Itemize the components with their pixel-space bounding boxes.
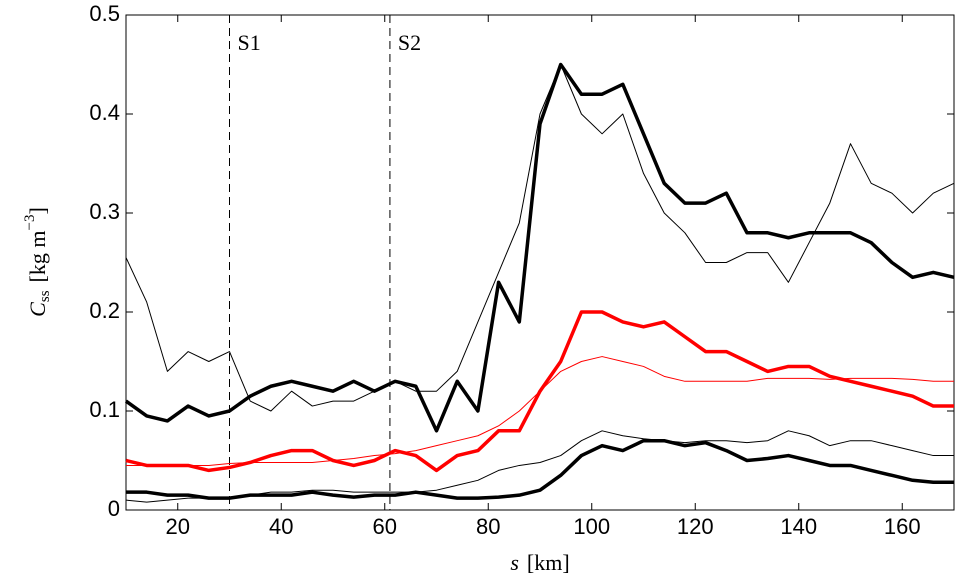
x-tick-label: 40 xyxy=(269,514,293,539)
x-axis-label: s [km] xyxy=(510,550,569,575)
x-tick-label: 160 xyxy=(884,514,921,539)
annotation-label: S1 xyxy=(238,30,261,55)
y-tick-label: 0 xyxy=(108,496,120,521)
x-tick-label: 60 xyxy=(373,514,397,539)
series-line xyxy=(126,438,954,500)
y-label-unit: [kg m xyxy=(25,230,50,282)
y-tick-label: 0.3 xyxy=(89,199,120,224)
x-tick-label: 20 xyxy=(166,514,190,539)
y-tick-label: 0.1 xyxy=(89,397,120,422)
y-tick-label: 0.4 xyxy=(89,100,120,125)
y-label-sup: −3 xyxy=(22,215,38,231)
x-tick-label: 80 xyxy=(476,514,500,539)
y-axis-label: Css [kg m−3] xyxy=(22,207,53,317)
plot-frame xyxy=(125,14,955,511)
y-tick-label: 0.2 xyxy=(89,298,120,323)
series-line xyxy=(125,430,954,503)
y-label-sub: ss xyxy=(37,290,53,302)
y-label-close: ] xyxy=(25,207,50,214)
annotation-label: S2 xyxy=(398,30,421,55)
x-label-var: s xyxy=(510,550,519,575)
x-label-unit: [km] xyxy=(527,550,570,575)
x-tick-label: 120 xyxy=(677,514,714,539)
x-tick-label: 100 xyxy=(573,514,610,539)
x-tick-label: 140 xyxy=(780,514,817,539)
y-tick-label: 0.5 xyxy=(89,1,120,26)
series-line xyxy=(125,64,955,412)
y-label-symbol: C xyxy=(25,302,50,317)
series-line xyxy=(126,356,954,466)
series-line xyxy=(124,62,955,433)
